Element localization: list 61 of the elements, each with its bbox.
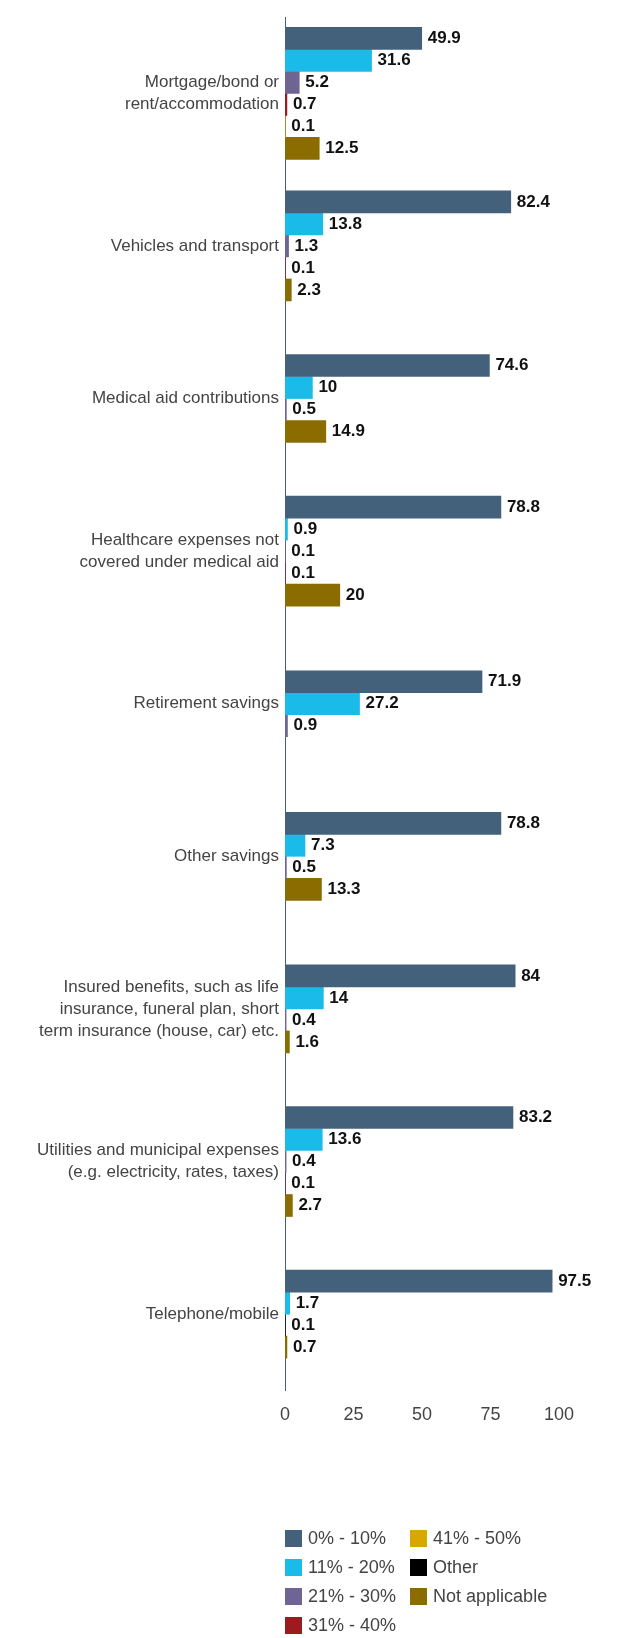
- x-tick-label: 75: [480, 1404, 501, 1425]
- y-tick-label: Other savings: [174, 846, 279, 866]
- data-label: 78.8: [506, 496, 541, 516]
- data-label: 82.4: [516, 191, 551, 211]
- legend-label: Not applicable: [433, 1586, 548, 1607]
- data-label: 0.1: [291, 116, 315, 136]
- y-tick-label: Insured benefits, such as life insurance, funeral plan, short term insurance (house, car) etc.: [39, 976, 280, 1040]
- data-label: 2.3: [297, 279, 321, 299]
- data-label: 71.9: [488, 671, 522, 691]
- data-label: 78.8: [506, 813, 541, 833]
- data-label: 27.2: [365, 693, 399, 713]
- y-tick-label: Vehicles and transport: [110, 235, 280, 255]
- data-label: 1.6: [295, 1031, 320, 1051]
- data-label: 0.5: [292, 857, 317, 877]
- data-label: 84: [521, 965, 541, 985]
- data-label: 0.9: [293, 715, 318, 735]
- data-label: 13.6: [328, 1129, 362, 1149]
- data-label: 1.7: [295, 1292, 320, 1312]
- legend-label: 41% - 50%: [433, 1528, 522, 1549]
- data-label: 0.1: [291, 540, 315, 560]
- data-label: 14: [329, 987, 349, 1007]
- x-tick-label: 100: [543, 1404, 575, 1425]
- data-label: 0.4: [292, 1009, 317, 1029]
- legend-label: 0% - 10%: [308, 1528, 387, 1549]
- data-label: 14.9: [331, 421, 365, 441]
- legend-label: Other: [433, 1557, 479, 1578]
- data-label: 2.7: [298, 1195, 323, 1215]
- data-label: 0.1: [291, 562, 315, 582]
- data-label: 10: [318, 377, 338, 397]
- y-tick-label: Medical aid contributions: [91, 388, 279, 408]
- y-tick-label: Telephone/mobile: [145, 1303, 279, 1323]
- data-label: 13.8: [328, 213, 362, 233]
- legend-label: 11% - 20%: [308, 1557, 395, 1578]
- data-label: 0.1: [291, 1314, 315, 1334]
- data-label: 49.9: [427, 28, 461, 48]
- legend-label: 21% - 30%: [308, 1586, 397, 1607]
- y-tick-label: Mortgage/bond or rent/accommodation: [124, 71, 280, 114]
- data-label: 0.4: [292, 1151, 317, 1171]
- data-label: 5.2: [305, 72, 329, 92]
- y-tick-label: Retirement savings: [133, 693, 279, 713]
- x-tick-label: 0: [279, 1404, 291, 1425]
- data-label: 0.1: [291, 257, 315, 277]
- data-label: 0.7: [292, 94, 317, 114]
- x-tick-label: 50: [411, 1404, 433, 1425]
- data-label: 97.5: [558, 1270, 592, 1290]
- data-label: 1.3: [294, 235, 319, 255]
- data-label: 0.1: [291, 1173, 315, 1193]
- x-tick-label: 25: [343, 1404, 364, 1425]
- data-label: 0.7: [292, 1336, 317, 1356]
- data-label: 20: [345, 584, 365, 604]
- y-tick-label: Healthcare expenses not covered under medical aid: [79, 529, 280, 571]
- data-label: 0.9: [293, 518, 318, 538]
- legend-label: 31% - 40%: [308, 1615, 397, 1636]
- data-label: 7.3: [311, 835, 335, 855]
- data-label: 74.6: [495, 355, 529, 375]
- data-label: 83.2: [518, 1107, 553, 1127]
- y-tick-label: Utilities and municipal expenses (e.g. electricity, rates, taxes): [37, 1140, 279, 1182]
- data-label: 12.5: [325, 138, 359, 158]
- data-label: 13.3: [327, 879, 361, 899]
- data-label: 31.6: [377, 50, 411, 70]
- data-label: 0.5: [292, 399, 317, 419]
